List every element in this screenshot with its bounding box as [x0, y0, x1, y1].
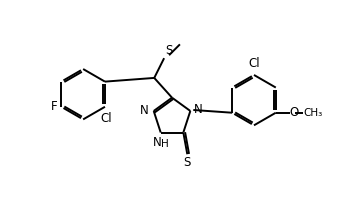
- Text: S: S: [184, 156, 191, 169]
- Text: CH₃: CH₃: [303, 108, 323, 118]
- Text: O: O: [290, 106, 299, 119]
- Text: S: S: [165, 44, 172, 57]
- Text: H: H: [161, 139, 169, 149]
- Text: N: N: [140, 105, 149, 117]
- Text: F: F: [51, 100, 57, 113]
- Text: N: N: [194, 103, 203, 117]
- Text: Cl: Cl: [100, 112, 112, 125]
- Text: Cl: Cl: [248, 57, 260, 70]
- Text: N: N: [153, 137, 162, 149]
